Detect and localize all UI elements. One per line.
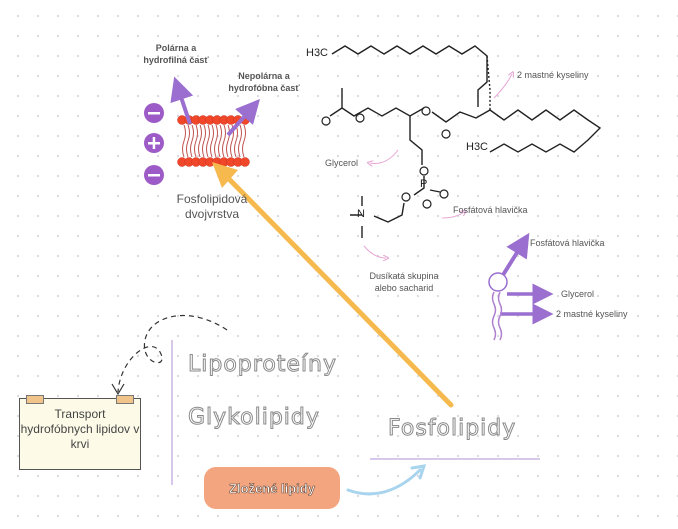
- orange-arrow: [212, 162, 454, 408]
- complex-lipids-badge: Zložené lipidy: [204, 467, 340, 509]
- note-tape-right: [116, 395, 134, 404]
- nonpolar-label: Nepolárna a hydrofóbna časť: [228, 71, 300, 93]
- ch3-bottom: H3C: [466, 141, 489, 153]
- polar-label: Polárna a hydrofilná časť: [143, 43, 209, 65]
- fatty-acids-label: 2 mastné kyseliny: [517, 70, 589, 80]
- phosphorus-atom: P: [420, 178, 428, 190]
- chemical-structure: [321, 45, 602, 238]
- transport-note: Transport hydrofóbnych lipidov v krvi: [19, 395, 141, 470]
- nonpolar-arrow: [226, 99, 260, 137]
- model-phosphate-label: Fosfátová hlavička: [530, 238, 605, 248]
- complex-lipids-label: Zložené lipidy: [229, 480, 316, 496]
- charge-symbols: [144, 103, 164, 185]
- phosphate-label: Fosfátová hlavička: [453, 205, 528, 215]
- callout-arrows: [363, 74, 512, 258]
- ch3-top: H3C: [306, 47, 329, 59]
- glycerol-label: Glycerol: [325, 158, 359, 168]
- note-text: Transport hydrofóbnych lipidov v krvi: [20, 407, 140, 451]
- nitrogen-group-label: Dusíkatá skupina alebo sacharid: [369, 271, 439, 293]
- blue-arrow: [346, 464, 427, 496]
- bilayer-title: Fosfolipidová dvojvrstva: [176, 192, 248, 221]
- dashed-arrow: [117, 315, 228, 393]
- topic-glycolipids: Glykolipidy: [188, 405, 320, 431]
- model-fatty-acids-label: 2 mastné kyseliny: [556, 309, 628, 319]
- nitrogen-atom: N: [357, 208, 365, 220]
- phospholipid-model: [488, 232, 554, 341]
- note-tape-left: [26, 395, 44, 404]
- model-glycerol-label: Glycerol: [561, 289, 595, 299]
- polar-arrow: [170, 76, 194, 125]
- topic-lipoproteins: Lipoproteíny: [187, 352, 338, 378]
- topic-phospholipids: Fosfolipidy: [387, 416, 517, 442]
- phospholipid-bilayer: [170, 76, 260, 167]
